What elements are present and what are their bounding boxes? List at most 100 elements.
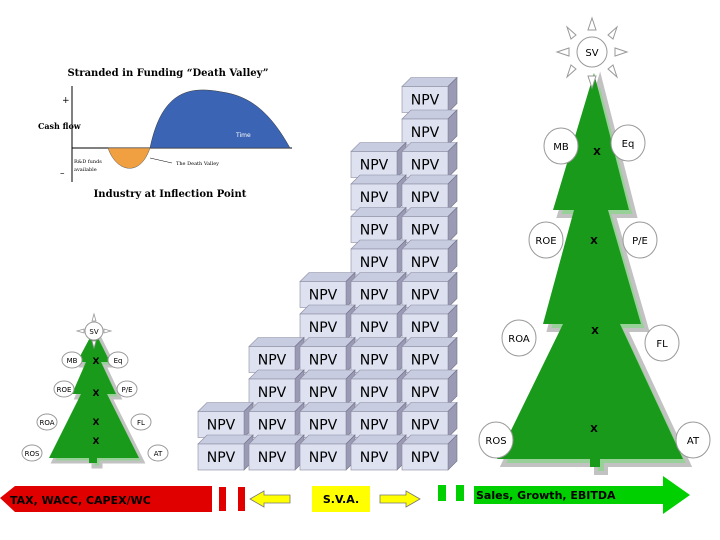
npv-cube-top <box>350 434 407 445</box>
big-tree-operators: X X X X <box>590 147 601 435</box>
time-label: Time <box>235 132 251 139</box>
left-bar-2 <box>238 487 245 511</box>
right-arrow <box>474 476 690 514</box>
plus-sign: + <box>62 96 70 106</box>
npv-cube-top <box>350 337 407 347</box>
npv-label: NPV <box>258 418 287 434</box>
npv-cube-face <box>248 443 296 471</box>
cash-flow-label: Cash flow <box>38 121 82 131</box>
small-tree-right-labels: Eq P/E FL AT <box>107 351 169 462</box>
small-tree-left-labels: MB ROE ROA ROS <box>21 351 83 462</box>
npv-cube-top <box>248 402 305 412</box>
npv-label: NPV <box>411 320 440 336</box>
npv-label: NPV <box>360 320 389 336</box>
npv-cube-top <box>350 142 407 152</box>
big-tree-left-label: ROS <box>485 436 506 447</box>
npv-cube-top <box>299 369 356 380</box>
small-tree-left-label: ROE <box>57 386 72 394</box>
npv-label: NPV <box>411 385 440 401</box>
small-tree-operator: X <box>93 437 100 447</box>
npv-cube: NPV <box>401 271 458 309</box>
npv-label: NPV <box>360 385 389 401</box>
small-tree-operator: X <box>93 357 100 367</box>
npv-cube: NPV <box>299 401 356 439</box>
death-valley-label: The Death Valley <box>176 161 219 167</box>
npv-cube-face <box>299 378 347 406</box>
npv-cube-face <box>350 378 398 406</box>
death-valley-pointer <box>149 157 173 164</box>
big-tree-operator: X <box>593 147 601 158</box>
rd-note-1: R&D funds <box>74 159 102 165</box>
npv-cube: NPV <box>197 434 254 471</box>
npv-cube-top <box>401 142 458 152</box>
npv-cube: NPV <box>299 434 356 471</box>
npv-cube-top <box>401 304 458 315</box>
npv-cube: NPV <box>248 369 305 406</box>
npv-label: NPV <box>411 255 440 271</box>
npv-cube-top <box>350 207 407 217</box>
npv-cube: NPV <box>299 304 356 341</box>
npv-cube: NPV <box>350 434 407 471</box>
npv-label: NPV <box>309 450 338 466</box>
small-tree-operator: X <box>93 389 100 399</box>
npv-label: NPV <box>309 320 338 336</box>
big-tree-left-label: MB <box>553 142 569 153</box>
npv-cube-face <box>350 151 398 178</box>
npv-cube-top <box>350 304 407 315</box>
npv-cube: NPV <box>350 401 407 439</box>
npv-cube-top <box>350 272 407 282</box>
big-tree-top-label: SV <box>585 48 598 59</box>
npv-cube: NPV <box>350 239 407 276</box>
npv-cube-top <box>248 369 305 380</box>
npv-cube-top <box>350 239 407 250</box>
npv-cube: NPV <box>248 336 305 374</box>
npv-cube-top <box>401 272 458 282</box>
npv-cube: NPV <box>350 206 407 244</box>
rd-note-2: available <box>74 167 97 173</box>
npv-cube-face <box>197 443 245 471</box>
npv-cube: NPV <box>248 434 305 471</box>
npv-cube: NPV <box>197 401 254 439</box>
npv-cube: NPV <box>401 401 458 439</box>
npv-cube-top <box>401 109 458 120</box>
npv-cube-face <box>248 346 296 373</box>
npv-cube-face <box>401 443 449 471</box>
npv-label: NPV <box>411 125 440 141</box>
npv-label: NPV <box>411 223 440 239</box>
npv-cube: NPV <box>401 239 458 276</box>
npv-cube-face <box>401 216 449 243</box>
npv-label: NPV <box>411 450 440 466</box>
npv-label: NPV <box>207 450 236 466</box>
small-tree-right-label: Eq <box>114 357 123 365</box>
bottom-banner: TAX, WACC, CAPEX/WC S.V.A. Sales, Growth… <box>0 476 690 514</box>
npv-label: NPV <box>207 418 236 434</box>
npv-label: NPV <box>411 93 440 109</box>
npv-cube: NPV <box>350 141 407 179</box>
npv-cube: NPV <box>401 109 458 146</box>
small-tree-sun: SV <box>75 312 113 350</box>
npv-cube-face <box>350 216 398 243</box>
npv-cube: NPV <box>350 271 407 309</box>
npv-cube: NPV <box>350 369 407 406</box>
npv-cube: NPV <box>299 271 356 309</box>
npv-cube: NPV <box>401 336 458 374</box>
npv-label: NPV <box>309 288 338 304</box>
npv-cube-face <box>248 411 296 438</box>
npv-label: NPV <box>360 190 389 206</box>
small-tree-right-label: P/E <box>121 386 132 394</box>
small-tree-left-label: ROS <box>25 450 40 458</box>
npv-cube-top <box>350 402 407 412</box>
death-valley-title: Stranded in Funding “Death Valley” <box>67 68 268 79</box>
npv-cube: NPV <box>401 141 458 179</box>
big-tree-right-label: Eq <box>622 139 635 150</box>
left-arrow <box>0 486 212 512</box>
npv-cube-top <box>401 174 458 185</box>
npv-cube-face <box>350 443 398 471</box>
left-bar-1 <box>219 487 226 511</box>
big-tree-right-labels: Eq P/E FL AT <box>610 124 711 459</box>
npv-cube-top <box>401 337 458 347</box>
sva-box <box>312 486 370 512</box>
npv-cube: NPV <box>350 304 407 341</box>
npv-cube-face <box>401 313 449 341</box>
